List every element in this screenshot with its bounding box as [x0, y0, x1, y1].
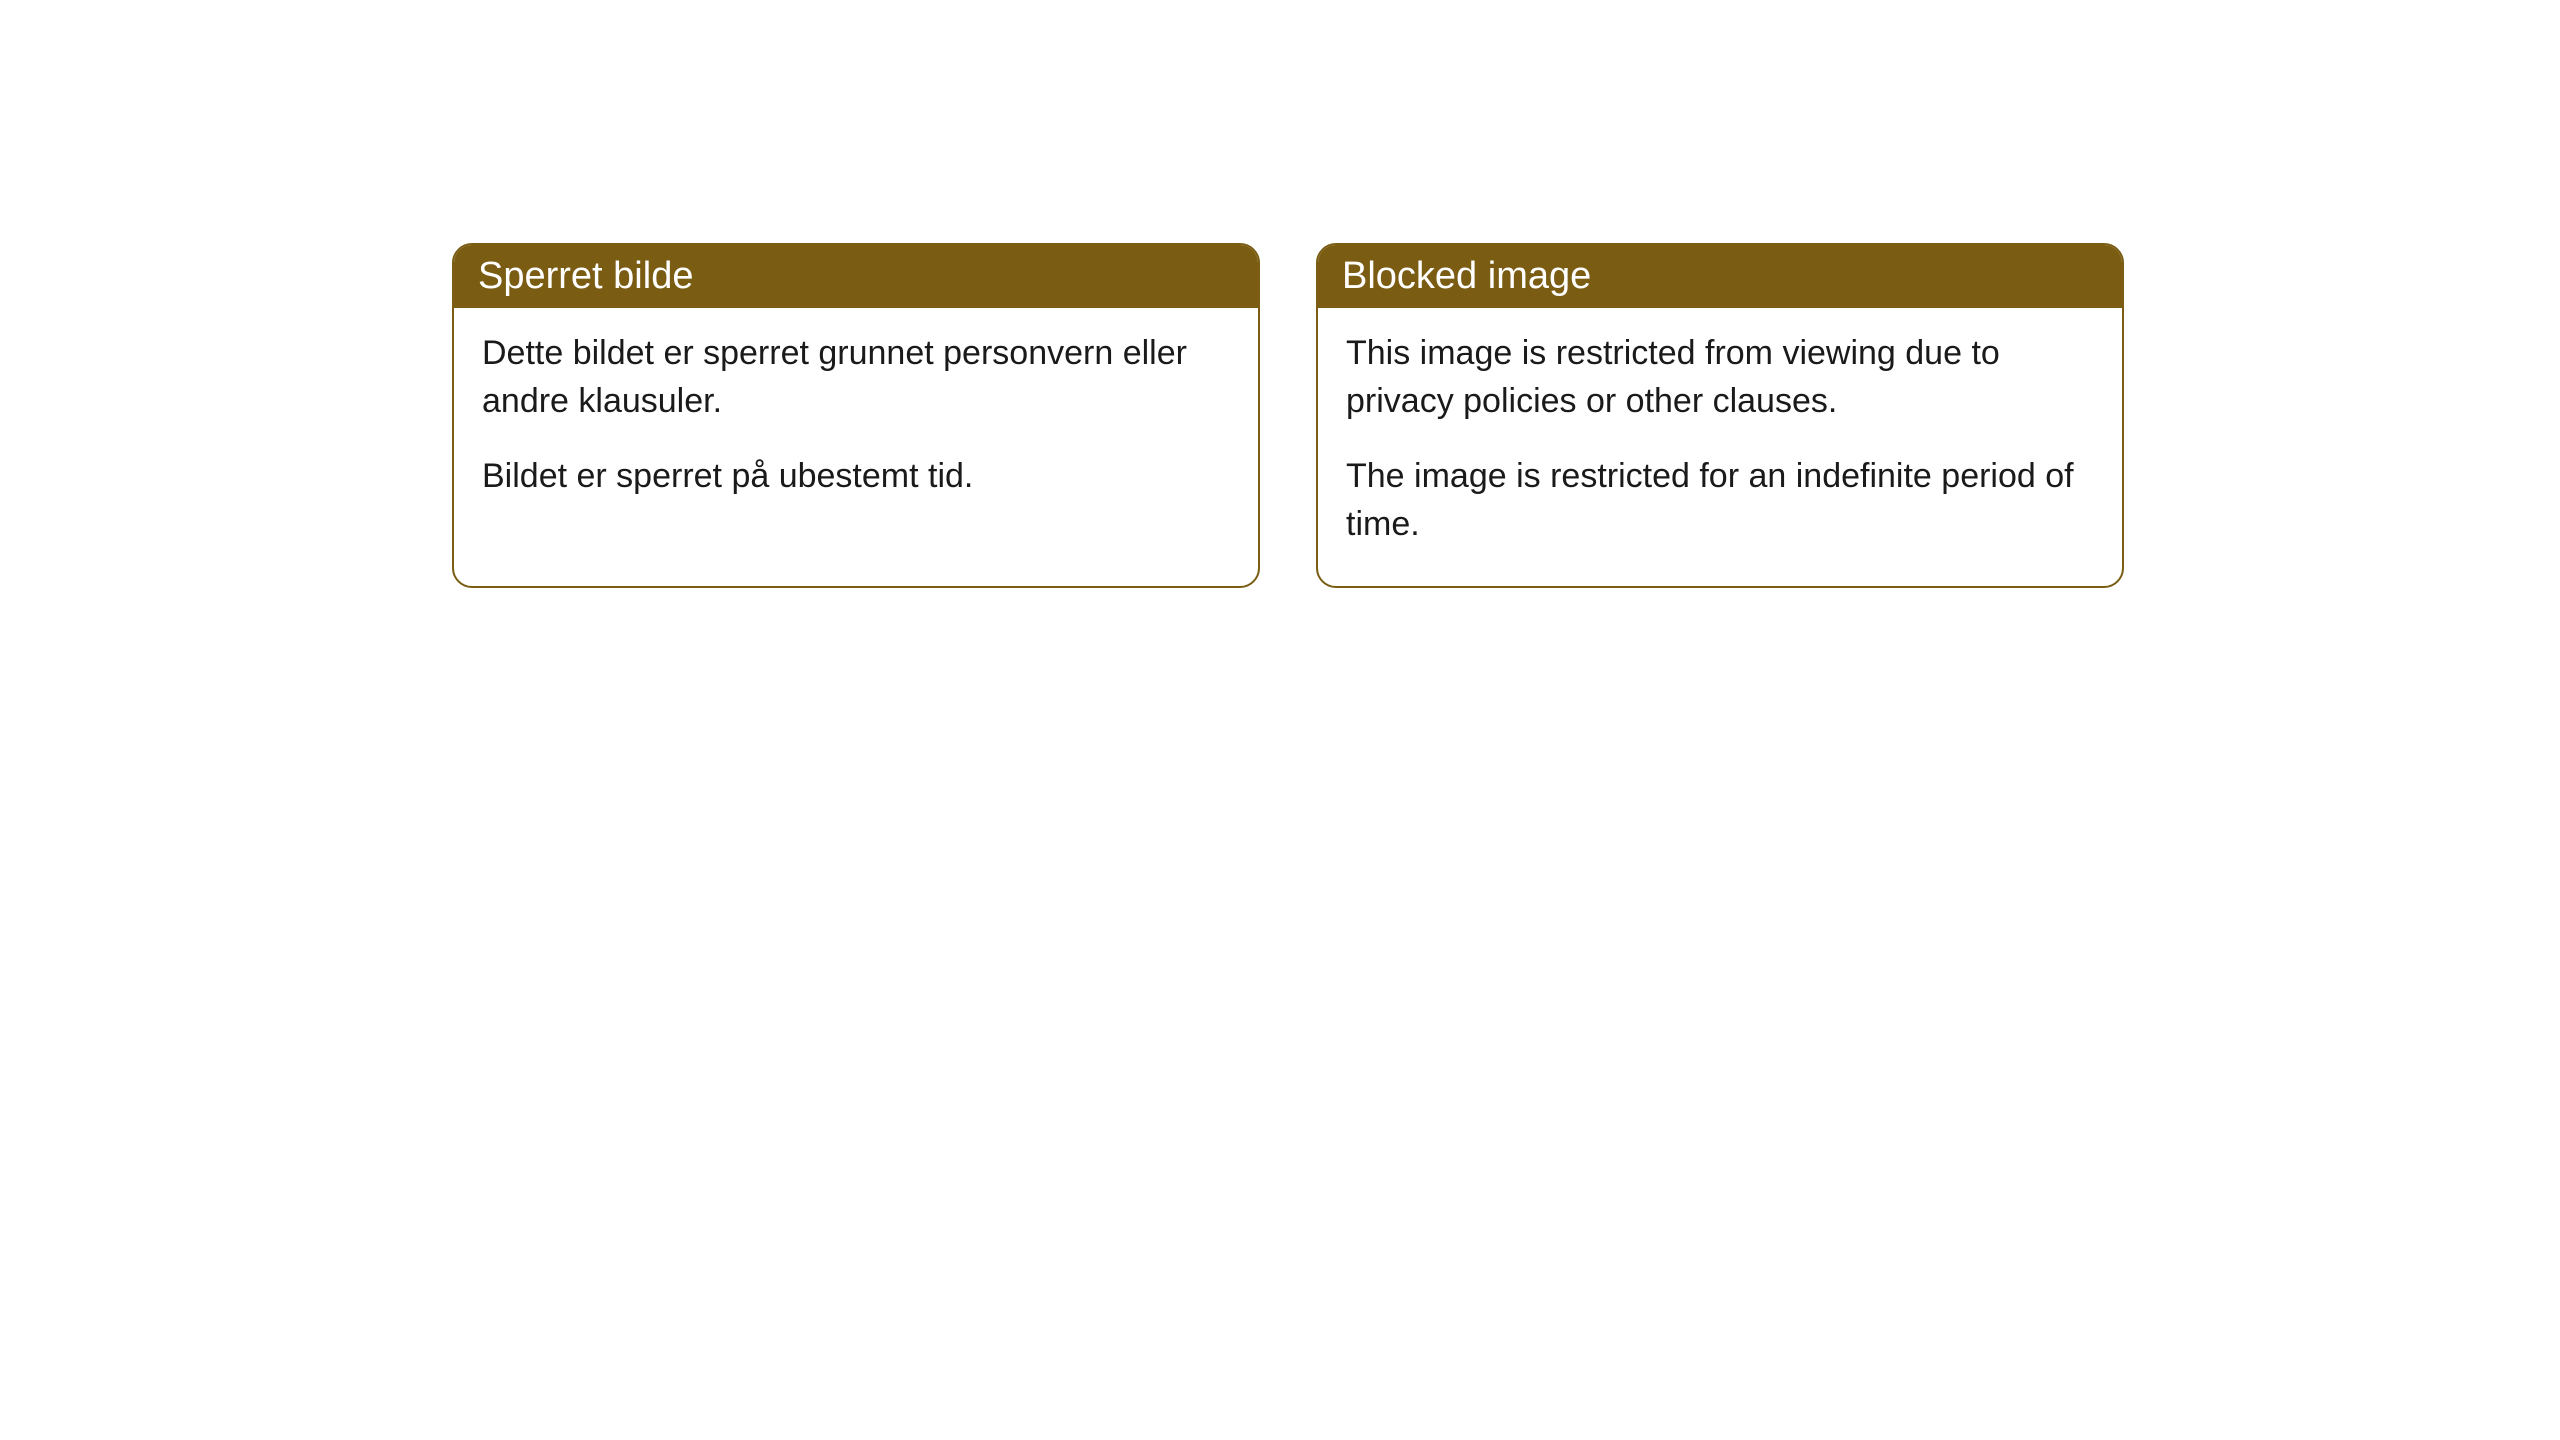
- card-paragraph-norwegian-1: Dette bildet er sperret grunnet personve…: [482, 330, 1230, 425]
- card-paragraph-english-2: The image is restricted for an indefinit…: [1346, 453, 2094, 548]
- card-body-english: This image is restricted from viewing du…: [1318, 308, 2122, 586]
- notice-container: Sperret bilde Dette bildet er sperret gr…: [452, 243, 2124, 588]
- card-paragraph-norwegian-2: Bildet er sperret på ubestemt tid.: [482, 453, 1230, 501]
- notice-card-english: Blocked image This image is restricted f…: [1316, 243, 2124, 588]
- card-title-norwegian: Sperret bilde: [478, 255, 693, 297]
- card-header-english: Blocked image: [1318, 245, 2122, 308]
- card-paragraph-english-1: This image is restricted from viewing du…: [1346, 330, 2094, 425]
- card-body-norwegian: Dette bildet er sperret grunnet personve…: [454, 308, 1258, 539]
- notice-card-norwegian: Sperret bilde Dette bildet er sperret gr…: [452, 243, 1260, 588]
- card-title-english: Blocked image: [1342, 255, 1591, 297]
- card-header-norwegian: Sperret bilde: [454, 245, 1258, 308]
